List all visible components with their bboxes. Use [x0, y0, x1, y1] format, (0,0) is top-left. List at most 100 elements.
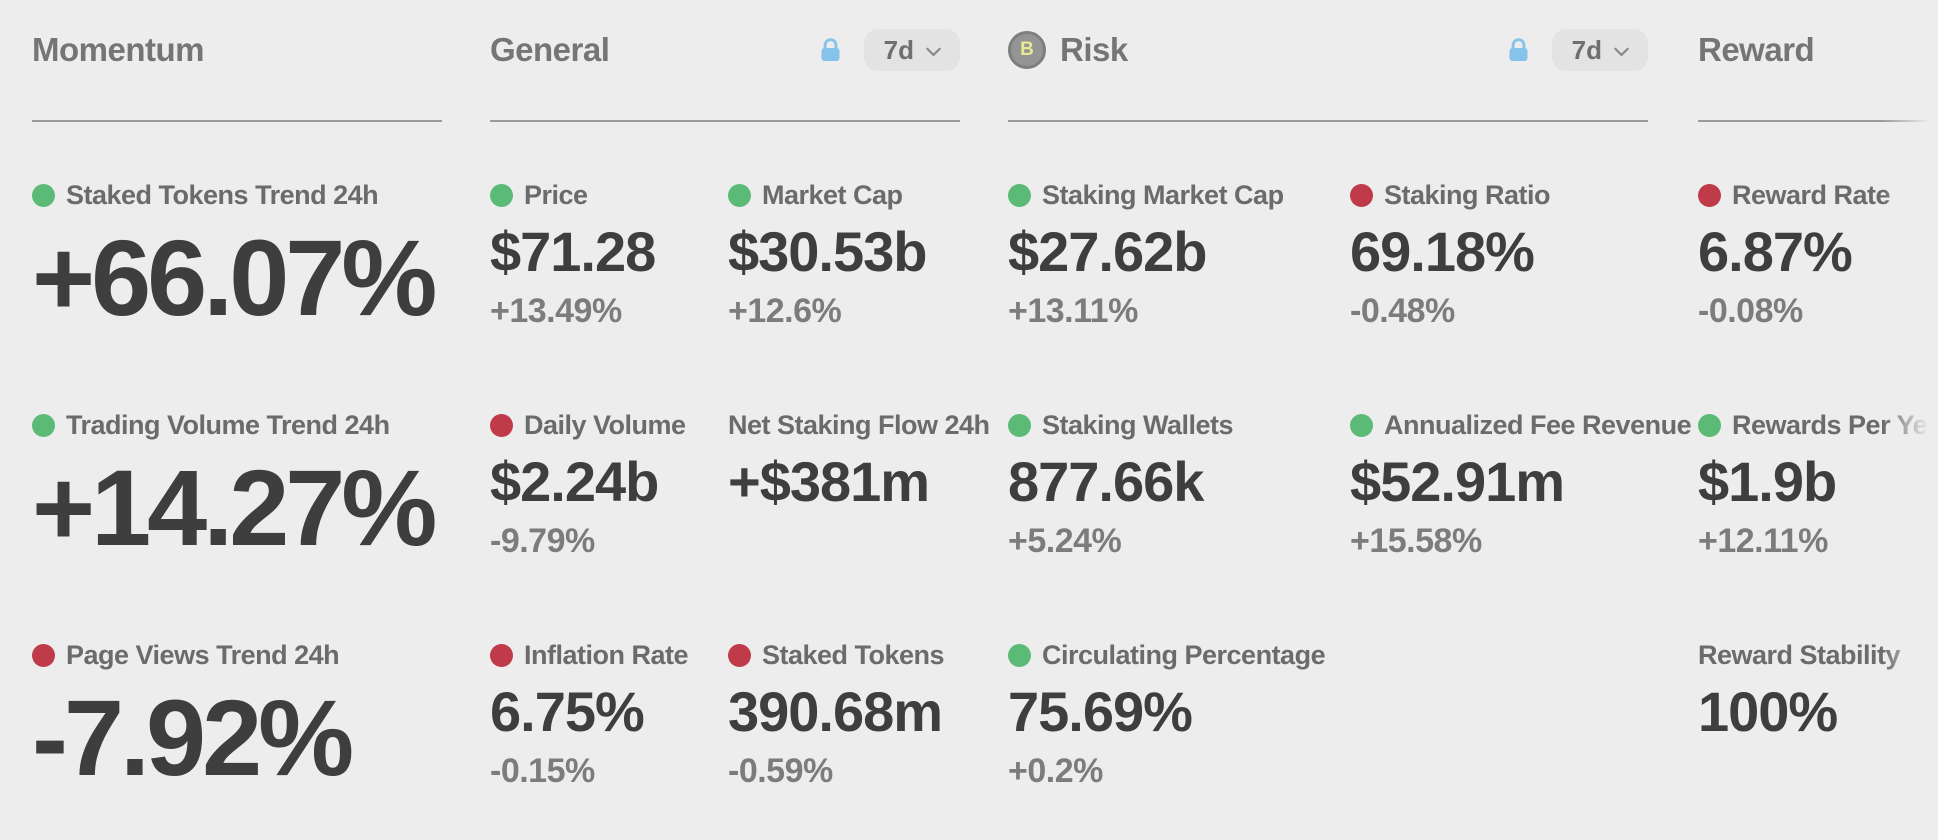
metric-label: Price	[524, 180, 588, 210]
metric-price: Price $71.28 +13.49%	[490, 122, 728, 352]
column-general: General 7d	[490, 0, 990, 840]
lock-icon[interactable]	[817, 35, 844, 65]
metric-value: 390.68m	[728, 680, 943, 743]
metric-label: Reward Stability	[1698, 640, 1901, 670]
general-header: General 7d	[490, 0, 960, 122]
metric-label: Staking Market Cap	[1042, 180, 1284, 210]
metric-delta: +0.2%	[1008, 752, 1103, 790]
metric-delta: +5.24%	[1008, 522, 1122, 560]
metric-delta: -0.08%	[1698, 292, 1803, 330]
trend-indicator-dot	[728, 644, 751, 667]
trend-indicator-dot	[32, 184, 55, 207]
general-metrics: Price $71.28 +13.49% Market Cap $30.53b …	[490, 122, 990, 812]
metric-inflation-rate: Inflation Rate 6.75% -0.15%	[490, 582, 728, 812]
metric-label: Staked Tokens	[762, 640, 945, 670]
trend-indicator-dot	[1008, 184, 1031, 207]
metric-delta: -9.79%	[490, 522, 595, 560]
lock-icon[interactable]	[1505, 35, 1532, 65]
metric-label: Staking Wallets	[1042, 410, 1234, 440]
momentum-metrics: Staked Tokens Trend 24h +66.07% Trading …	[32, 122, 442, 812]
metric-value: $1.9b	[1698, 450, 1837, 513]
metric-value: 100%	[1698, 680, 1838, 743]
trend-indicator-dot	[728, 184, 751, 207]
metric-label: Trading Volume Trend 24h	[66, 410, 390, 440]
trend-indicator-dot	[490, 184, 513, 207]
column-momentum: Momentum Staked Tokens Trend 24h +66.07%…	[32, 0, 442, 840]
metric-label: Page Views Trend 24h	[66, 640, 340, 670]
metric-value: $30.53b	[728, 220, 927, 283]
metric-value: $2.24b	[490, 450, 659, 513]
metric-trading-volume-trend-24h: Trading Volume Trend 24h +14.27%	[32, 352, 442, 582]
metric-label: Staking Ratio	[1384, 180, 1551, 210]
risk-header: B Risk 7d	[1008, 0, 1648, 122]
metric-staked-tokens: Staked Tokens 390.68m -0.59%	[728, 582, 990, 812]
metric-circulating-percentage: Circulating Percentage 75.69% +0.2%	[1008, 582, 1350, 812]
metric-label: Staked Tokens Trend 24h	[66, 180, 379, 210]
trend-indicator-dot	[1350, 184, 1373, 207]
metric-value: +14.27%	[32, 447, 437, 568]
momentum-title: Momentum	[32, 31, 205, 68]
trend-indicator-dot	[32, 414, 55, 437]
metric-label: Market Cap	[762, 180, 903, 210]
trend-indicator-dot	[32, 644, 55, 667]
risk-metrics: Staking Market Cap $27.62b +13.11% Staki…	[1008, 122, 1692, 812]
metric-value: 6.87%	[1698, 220, 1853, 283]
metric-delta: -0.15%	[490, 752, 595, 790]
metric-staking-market-cap: Staking Market Cap $27.62b +13.11%	[1008, 122, 1350, 352]
metric-label: Reward Rate	[1732, 180, 1891, 210]
trend-indicator-dot	[490, 414, 513, 437]
metric-label: Rewards Per Year	[1732, 410, 1938, 440]
metric-delta: +12.11%	[1698, 522, 1828, 560]
general-timeframe-dropdown[interactable]: 7d	[863, 29, 960, 71]
metric-daily-volume: Daily Volume $2.24b -9.79%	[490, 352, 728, 582]
empty-cell	[1350, 582, 1691, 812]
metric-value: $71.28	[490, 220, 656, 283]
metric-delta: +12.6%	[728, 292, 842, 330]
metric-reward-rate: Reward Rate 6.87% -0.08%	[1698, 122, 1938, 352]
metric-value: -7.92%	[32, 677, 354, 798]
reward-header: Reward	[1698, 0, 1938, 122]
timeframe-value: 7d	[883, 34, 914, 65]
metric-delta: +13.49%	[490, 292, 622, 330]
metric-annualized-fee-revenue: Annualized Fee Revenue $52.91m +15.58%	[1350, 352, 1692, 582]
chevron-down-icon	[923, 41, 944, 62]
metric-value: 6.75%	[490, 680, 645, 743]
chevron-down-icon	[1611, 41, 1632, 62]
risk-timeframe-dropdown[interactable]: 7d	[1551, 29, 1648, 71]
risk-title: Risk	[1060, 31, 1128, 68]
metric-net-staking-flow-24h: Net Staking Flow 24h +$381m	[728, 352, 990, 582]
general-title: General	[490, 31, 610, 68]
column-reward: Reward Reward Rate 6.87% -0.08% Rewards …	[1698, 0, 1938, 840]
metric-value: 69.18%	[1350, 220, 1535, 283]
metric-staking-ratio: Staking Ratio 69.18% -0.48%	[1350, 122, 1691, 352]
metric-label: Annualized Fee Revenue	[1384, 410, 1692, 440]
metric-reward-stability: Reward Stability 100%	[1698, 582, 1938, 812]
metric-delta: +15.58%	[1350, 522, 1482, 560]
metric-market-cap: Market Cap $30.53b +12.6%	[728, 122, 990, 352]
metric-value: $27.62b	[1008, 220, 1208, 283]
metric-value: 877.66k	[1008, 450, 1204, 513]
metric-label: Circulating Percentage	[1042, 640, 1326, 670]
column-risk: B Risk 7d	[1008, 0, 1692, 840]
trend-indicator-dot	[1698, 184, 1721, 207]
metric-staked-tokens-trend-24h: Staked Tokens Trend 24h +66.07%	[32, 122, 442, 352]
metric-label: Daily Volume	[524, 410, 686, 440]
metric-value: +66.07%	[32, 217, 437, 338]
metric-rewards-per-year: Rewards Per Year $1.9b +12.11%	[1698, 352, 1938, 582]
metric-value: +$381m	[728, 450, 930, 513]
trend-indicator-dot	[1698, 414, 1721, 437]
metric-label: Inflation Rate	[524, 640, 689, 670]
trend-indicator-dot	[490, 644, 513, 667]
reward-title: Reward	[1698, 31, 1815, 68]
reward-metrics: Reward Rate 6.87% -0.08% Rewards Per Yea…	[1698, 122, 1938, 812]
trend-indicator-dot	[1350, 414, 1373, 437]
metric-delta: +13.11%	[1008, 292, 1138, 330]
metric-label: Net Staking Flow 24h	[728, 410, 990, 440]
metric-delta: -0.59%	[728, 752, 833, 790]
trend-indicator-dot	[1008, 644, 1031, 667]
metric-value: $52.91m	[1350, 450, 1565, 513]
metric-delta: -0.48%	[1350, 292, 1455, 330]
risk-rating-badge[interactable]: B	[1008, 31, 1046, 69]
metric-staking-wallets: Staking Wallets 877.66k +5.24%	[1008, 352, 1350, 582]
